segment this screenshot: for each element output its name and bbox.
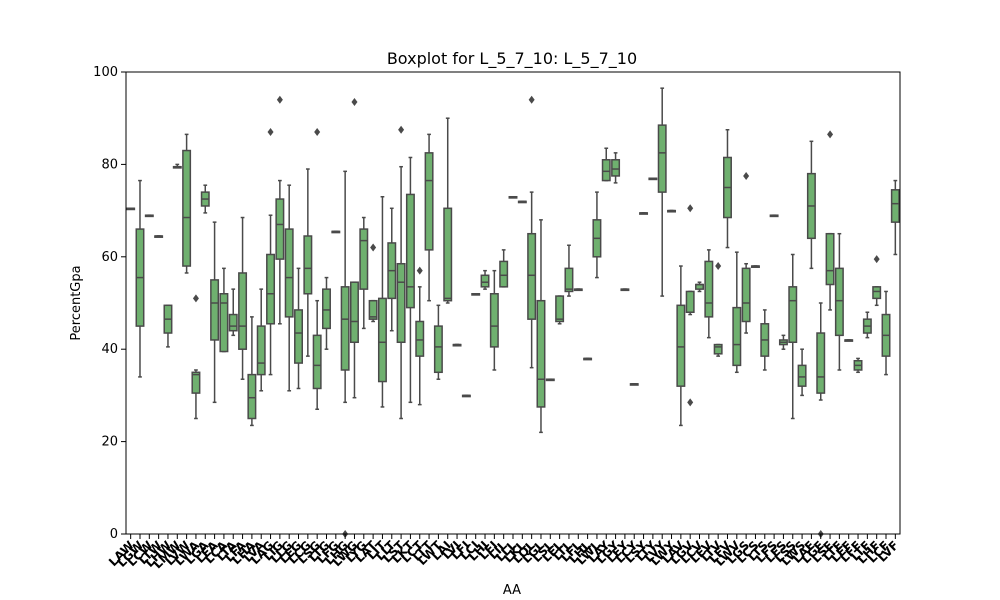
x-axis-label: AA (503, 583, 521, 598)
chart-title: Boxplot for L_5_7_10: L_5_7_10 (387, 49, 637, 69)
y-tick-label: 20 (101, 435, 118, 450)
box-lse (825, 232, 835, 286)
box-lwa-outlier (192, 294, 199, 303)
box-lgv-outlier (687, 398, 694, 407)
box-lte (834, 267, 844, 337)
box-lhg (340, 286, 350, 371)
box-ltv-outlier (715, 262, 722, 271)
box-lil (499, 260, 509, 288)
box-ltt (424, 152, 434, 251)
box-lgv (685, 290, 695, 313)
box-lvy (657, 124, 667, 193)
box-lwa (191, 371, 201, 394)
y-axis-label: PercentGpa (69, 265, 84, 340)
box-lss (788, 286, 798, 344)
box-lit (377, 297, 387, 383)
box-lql (527, 232, 537, 320)
y-tick-label: 100 (93, 65, 118, 80)
box-lea (210, 279, 220, 341)
box-lev (704, 260, 714, 318)
box-ltg (322, 288, 331, 330)
box-lgs-outlier (743, 171, 750, 180)
box-lgl (536, 299, 546, 408)
box-lct (415, 320, 425, 357)
y-tick-label: 0 (110, 527, 118, 542)
box-lwg (349, 281, 359, 344)
box-lgv-outlier (687, 204, 694, 213)
box-lct-outlier (416, 266, 423, 275)
box-lig (275, 198, 285, 260)
box-lhf-outlier (873, 255, 880, 264)
box-lat-outlier (370, 243, 377, 252)
box-lag-outlier (267, 128, 274, 137)
box-lwt (433, 325, 443, 374)
box-leg (294, 309, 303, 364)
plot-frame (125, 71, 901, 535)
box-lvw (182, 149, 192, 267)
box-lav (676, 304, 686, 387)
box-lgy (611, 159, 621, 177)
box-lst-outlier (398, 125, 405, 134)
plot-area: 020406080100LAWLGWLCWLTWLHWLMWLVWLWALGAL… (93, 65, 901, 571)
box-lkt (405, 193, 415, 309)
box-ltl (564, 267, 574, 293)
box-lel (555, 295, 565, 323)
box-lat (368, 299, 378, 320)
y-tick-label: 40 (101, 342, 118, 357)
box-lfa (238, 272, 248, 350)
box-lva (256, 325, 266, 376)
box-lca (219, 293, 229, 353)
box-lcg (303, 235, 313, 295)
box-lse-outlier (827, 130, 834, 139)
box-lhf (872, 286, 882, 300)
box-lei (489, 293, 499, 348)
box-lta (228, 313, 238, 332)
y-tick-label: 80 (101, 157, 118, 172)
box-lwv (732, 306, 742, 367)
box-lig-outlier (276, 95, 283, 104)
box-lhi (480, 274, 490, 288)
box-lha (247, 373, 257, 420)
box-lsg (312, 334, 322, 390)
box-llg (284, 228, 294, 318)
box-lai (443, 207, 453, 302)
box-lws (797, 364, 807, 387)
box-lag (266, 253, 276, 325)
box-ltv (713, 343, 723, 355)
box-lge (816, 332, 826, 394)
box-lgs (741, 267, 751, 323)
box-lvf (890, 189, 900, 223)
box-lst (396, 262, 406, 344)
box-lsg-outlier (314, 128, 321, 137)
box-lql-outlier (528, 95, 535, 104)
y-tick-label: 60 (101, 250, 118, 265)
box-lyg (359, 228, 369, 290)
box-lay (601, 159, 611, 182)
box-lwg-outlier (351, 98, 358, 107)
